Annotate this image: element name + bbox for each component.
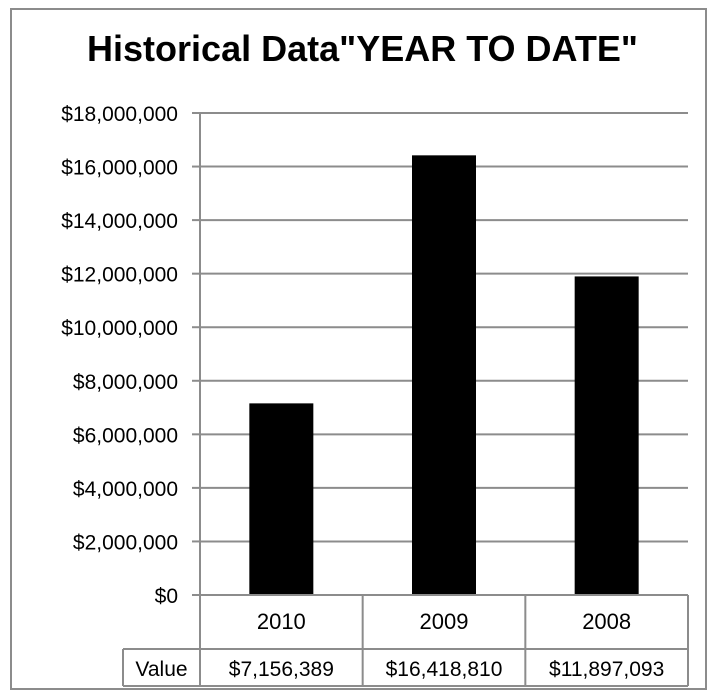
- x-category-label: 2008: [582, 609, 631, 634]
- y-tick-label: $4,000,000: [73, 478, 178, 501]
- y-tick-label: $6,000,000: [73, 424, 178, 447]
- bar: [249, 403, 314, 595]
- bars: [249, 155, 639, 595]
- data-value-label: $7,156,389: [229, 658, 334, 681]
- y-tick-label: $12,000,000: [61, 264, 178, 287]
- bar: [412, 155, 476, 595]
- x-category-label: 2009: [420, 609, 469, 634]
- y-tick-label: $8,000,000: [73, 371, 178, 394]
- y-tick-label: $14,000,000: [61, 210, 178, 233]
- y-tick-label: $2,000,000: [73, 531, 178, 554]
- y-tick-label: $0: [155, 585, 178, 608]
- y-axis: $0 $2,000,000 $4,000,000 $6,000,000 $8,000,0…: [61, 103, 201, 608]
- series-name-label: Value: [135, 658, 187, 681]
- data-value-label: $16,418,810: [386, 658, 503, 681]
- y-tick-label: $16,000,000: [61, 157, 178, 180]
- y-tick-label: $10,000,000: [61, 317, 178, 340]
- x-category-label: 2010: [257, 609, 306, 634]
- data-value-label: $11,897,093: [549, 658, 664, 681]
- bar: [574, 276, 639, 595]
- y-tick-label: $18,000,000: [61, 103, 178, 126]
- chart-title: Historical Data"YEAR TO DATE": [87, 28, 638, 69]
- data-table: 2010 2009 2008 Value $7,156,389 $16,418,810 $1…: [122, 594, 689, 687]
